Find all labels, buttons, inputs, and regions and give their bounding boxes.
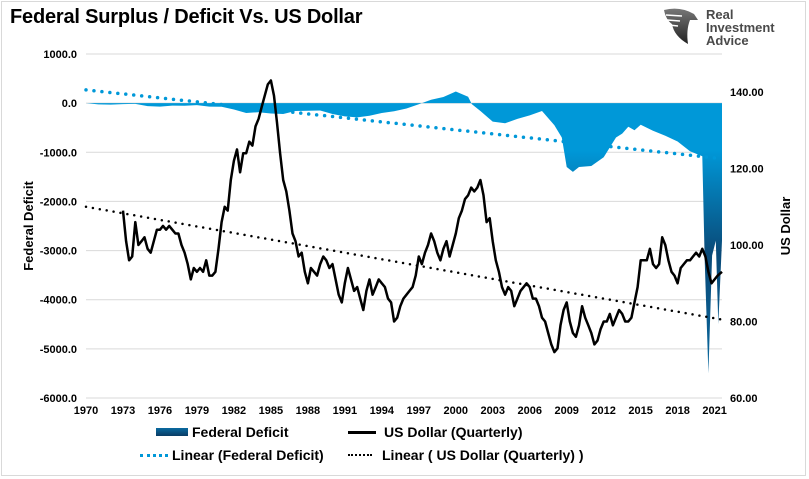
brand-line-3: Advice	[706, 33, 749, 48]
x-tick-label: 1991	[333, 405, 357, 417]
legend-swatch-dotted-black	[348, 454, 372, 456]
eagle-shield-icon	[664, 8, 698, 45]
x-tick-label: 2021	[702, 405, 726, 417]
left-tick-label: 1000.0	[43, 49, 77, 61]
left-axis-title: Federal Deficit	[21, 181, 36, 271]
legend-item-dollar-trend[interactable]: Linear ( US Dollar (Quarterly) )	[348, 447, 583, 463]
federal-deficit-area	[86, 91, 722, 374]
x-tick-label: 2009	[554, 405, 578, 417]
brand-line-1: Real	[706, 7, 734, 22]
dollar-trendline	[84, 205, 724, 321]
left-tick-label: -2000.0	[40, 196, 77, 208]
left-tick-label: -4000.0	[40, 295, 77, 307]
x-tick-label: 1994	[370, 405, 395, 417]
chart-title: Federal Surplus / Deficit Vs. US Dollar	[10, 6, 363, 28]
x-tick-label: 1988	[296, 405, 320, 417]
x-tick-label: 2000	[444, 405, 468, 417]
right-tick-label: 80.00	[730, 317, 758, 329]
x-tick-label: 1976	[148, 405, 172, 417]
x-tick-label: 1970	[74, 405, 98, 417]
x-tick-label: 1985	[259, 405, 283, 417]
right-tick-label: 100.00	[730, 240, 764, 252]
legend-label: Linear (Federal Deficit)	[172, 447, 324, 463]
legend-swatch-dotted-blue	[140, 453, 168, 457]
legend-item-federal-deficit[interactable]: Federal Deficit	[156, 424, 288, 440]
x-tick-label: 1997	[407, 405, 431, 417]
left-axis-ticks: 1000.0 0.0 -1000.0 -2000.0 -3000.0 -4000.0 -50…	[40, 49, 77, 405]
legend-item-deficit-trend[interactable]: Linear (Federal Deficit)	[140, 447, 324, 463]
x-tick-label: 2006	[517, 405, 541, 417]
x-tick-label: 2018	[665, 405, 689, 417]
x-tick-label: 1973	[111, 405, 135, 417]
legend-label: Linear ( US Dollar (Quarterly) )	[382, 447, 584, 463]
x-tick-label: 2003	[481, 405, 505, 417]
right-axis-title: US Dollar	[778, 197, 793, 256]
us-dollar-line	[121, 79, 723, 354]
brand-logo: Real Investment Advice	[660, 6, 790, 50]
legend-swatch-line	[348, 430, 376, 434]
legend-swatch-area	[156, 428, 188, 436]
deficit-trendline	[84, 88, 724, 161]
x-tick-label: 2015	[628, 405, 652, 417]
right-tick-label: 120.00	[730, 164, 764, 176]
legend-label: US Dollar (Quarterly)	[384, 424, 523, 440]
series-layer	[84, 79, 724, 374]
left-tick-label: -6000.0	[40, 393, 77, 405]
left-tick-label: -1000.0	[40, 147, 77, 159]
legend-label: Federal Deficit	[192, 424, 289, 440]
x-tick-label: 1979	[185, 405, 209, 417]
left-tick-label: -5000.0	[40, 344, 77, 356]
brand-line-2: Investment	[706, 20, 775, 35]
x-tick-label: 2012	[591, 405, 615, 417]
x-tick-label: 1982	[222, 405, 246, 417]
legend-item-us-dollar[interactable]: US Dollar (Quarterly)	[348, 424, 522, 440]
left-tick-label: 0.0	[62, 98, 77, 110]
brand-name: Real Investment Advice	[706, 8, 775, 47]
right-tick-label: 60.00	[730, 393, 758, 405]
x-axis-ticks: 1970 1973 1976 1979 1982 1985 1988 1991 1994 1997…	[74, 405, 727, 417]
right-tick-label: 140.00	[730, 87, 764, 99]
left-tick-label: -3000.0	[40, 246, 77, 258]
right-axis-ticks: 140.00 120.00 100.00 80.00 60.00	[730, 87, 764, 405]
